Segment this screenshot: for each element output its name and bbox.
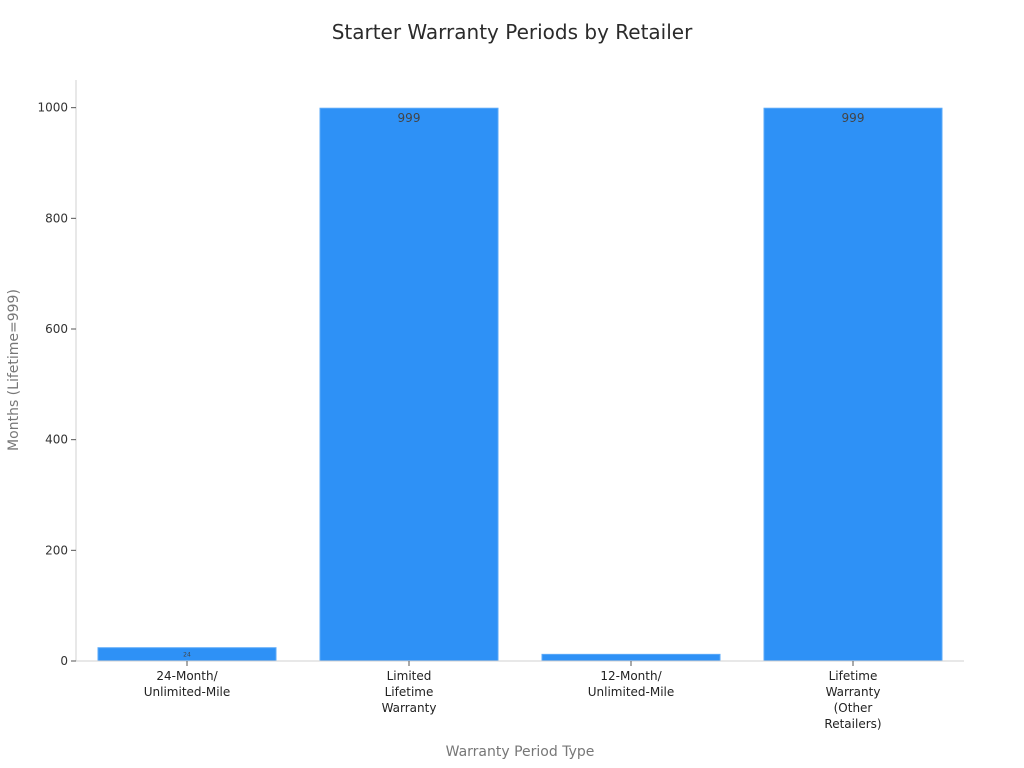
bar — [763, 107, 943, 662]
y-tick-label: 600 — [45, 322, 68, 336]
x-tick-label: 24-Month/Unlimited-Mile — [144, 669, 231, 699]
y-tick-label: 400 — [45, 433, 68, 447]
y-tick-label: 1000 — [37, 101, 68, 115]
y-tick-label: 800 — [45, 211, 68, 225]
data-label: 24 — [183, 652, 191, 659]
chart-title: Starter Warranty Periods by Retailer — [331, 20, 693, 44]
x-tick-label: Lifetime Warranty (Other Retailers) — [824, 669, 881, 731]
y-tick-label: 200 — [45, 543, 68, 557]
labels-layer: 24-Month/Unlimited-Mile 24 Limited Lifetime… — [144, 111, 882, 731]
bar — [319, 107, 499, 662]
y-axis-title: Months (Lifetime=999) — [6, 289, 22, 451]
x-tick-label: 12-Month/Unlimited-Mile — [588, 669, 675, 699]
x-tick-label: Limited Lifetime Warranty — [382, 669, 437, 715]
data-label: 999 — [842, 111, 865, 125]
x-axis-title: Warranty Period Type — [446, 744, 595, 760]
axes-layer: 0 200 400 600 800 1000 — [37, 80, 964, 668]
bars-layer — [97, 107, 943, 662]
data-label: 999 — [398, 111, 421, 125]
bar — [541, 653, 721, 662]
y-tick-label: 0 — [60, 654, 68, 668]
